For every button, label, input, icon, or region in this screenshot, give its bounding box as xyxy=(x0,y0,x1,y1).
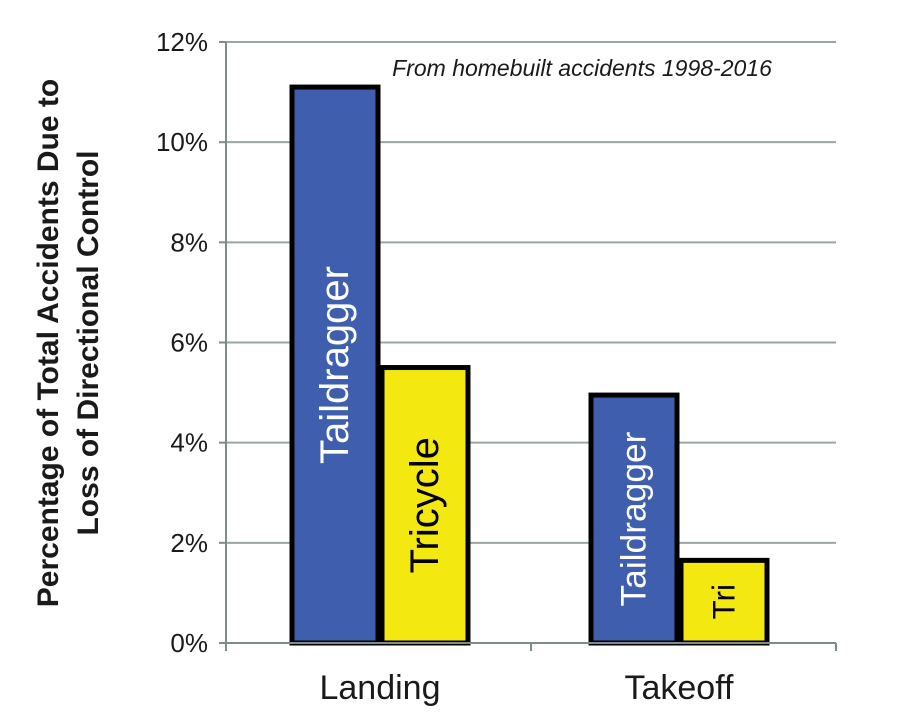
y-tick-label: 8% xyxy=(170,227,208,257)
y-axis-label: Percentage of Total Accidents Due to Los… xyxy=(32,79,105,607)
axes xyxy=(219,41,837,651)
bar-taildragger-takeoff xyxy=(588,392,680,646)
bars: Taildragger Tricycle Taildragger Tri xyxy=(289,84,770,646)
y-tick-label: 6% xyxy=(170,328,208,358)
bar-label: Tricycle xyxy=(403,437,447,573)
bar-label: Taildragger xyxy=(313,266,357,464)
y-tick-label: 0% xyxy=(170,628,208,658)
bar-label: Taildragger xyxy=(615,431,654,606)
x-category-label: Landing xyxy=(319,669,440,707)
y-axis-label-line-2: Loss of Directional Control xyxy=(72,150,105,535)
y-tick-label: 2% xyxy=(170,528,208,558)
bar-tricycle-landing xyxy=(379,365,471,646)
y-tick-label: 10% xyxy=(156,127,208,157)
x-category-label: Takeoff xyxy=(624,669,734,707)
x-category-labels: Landing Takeoff xyxy=(319,669,734,707)
y-tick-labels: 0% 2% 4% 6% 8% 10% 12% xyxy=(156,27,208,658)
y-tick-label: 12% xyxy=(156,27,208,57)
bar-label: Tri xyxy=(707,584,742,619)
chart-annotation: From homebuilt accidents 1998-2016 xyxy=(392,55,772,81)
y-tick-label: 4% xyxy=(170,428,208,458)
y-axis-label-line-1: Percentage of Total Accidents Due to xyxy=(32,79,65,607)
